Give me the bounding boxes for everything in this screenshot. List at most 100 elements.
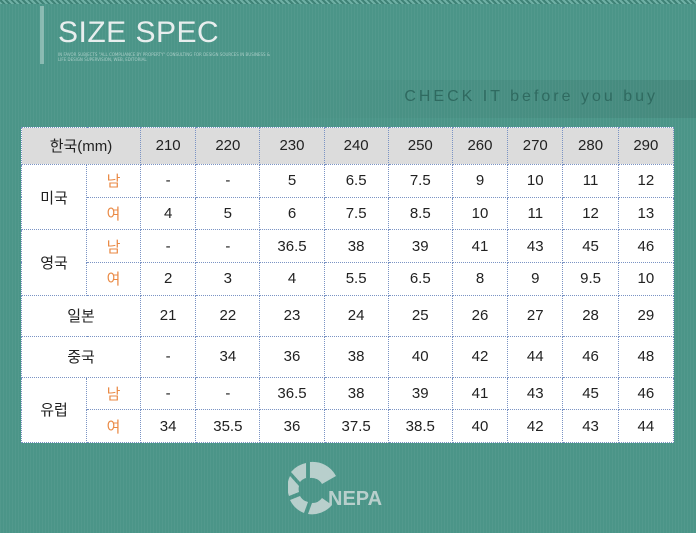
size-cell: 12 <box>562 196 619 231</box>
size-cell: 43 <box>562 409 619 443</box>
size-cell: 5 <box>259 163 325 198</box>
country-label: 영국 <box>21 229 87 296</box>
size-cell: 41 <box>451 229 509 263</box>
size-table: 한국(mm) 210 220 230 240 250 260 270 280 290 미국 남 - -5 6… <box>21 127 675 443</box>
title-accent-bar <box>40 6 44 64</box>
table-row: 중국 -34 36 38 40 42 44 46 48 <box>21 335 675 378</box>
size-cell: 44 <box>507 335 564 378</box>
female-label: 여 <box>86 409 141 443</box>
size-cell: 43 <box>507 376 564 411</box>
size-cell: 37.5 <box>323 409 389 443</box>
table-row: 미국 남 - -5 6.5 7.5 9 10 11 12 <box>21 163 675 231</box>
size-cell: 9 <box>507 261 564 296</box>
size-cell: 46 <box>617 376 675 411</box>
size-cell: 43 <box>507 229 564 263</box>
size-cell: 41 <box>451 376 509 411</box>
logo-text: NEPA <box>328 488 382 510</box>
size-cell: 4 <box>259 261 325 296</box>
size-cell: - <box>139 376 197 411</box>
size-cell: 40 <box>387 335 453 378</box>
size-cell: 42 <box>451 335 509 378</box>
tagline: CHECK IT before you buy <box>404 88 658 105</box>
header-row: 한국(mm) 210 220 230 240 250 260 270 280 290 <box>21 127 675 165</box>
size-cell: 23 <box>259 294 325 337</box>
size-cell: 45 <box>562 229 619 263</box>
size-cell: 38.5 <box>387 409 453 443</box>
male-label: 남 <box>86 376 141 411</box>
size-cell: 40 <box>451 409 509 443</box>
size-cell: - <box>139 163 197 198</box>
size-cell: - <box>195 163 261 198</box>
size-cell: 42 <box>507 409 564 443</box>
size-cell: 4 <box>139 196 197 231</box>
size-cell: 25 <box>387 294 453 337</box>
size-cell: 24 <box>323 294 389 337</box>
size-cell: 2 <box>139 261 197 296</box>
size-cell: 21 <box>139 294 197 337</box>
size-cell: 36.5 <box>259 376 325 411</box>
size-header: 260 <box>451 127 509 165</box>
size-cell: 34 <box>195 335 261 378</box>
table-row: 영국 남 - -36.5 38 39 41 43 45 46 <box>21 229 675 296</box>
size-header: 270 <box>507 127 564 165</box>
size-cell: 27 <box>507 294 564 337</box>
table-row: 일본 21 22 23 24 25 26 27 28 29 <box>21 294 675 337</box>
size-cell: 46 <box>562 335 619 378</box>
size-cell: 48 <box>617 335 675 378</box>
size-header: 230 <box>259 127 325 165</box>
size-cell: 9.5 <box>562 261 619 296</box>
table-row: 유럽 남 - -36.5 38 39 41 43 45 46 <box>21 376 675 443</box>
size-cell: 39 <box>387 376 453 411</box>
size-header: 280 <box>562 127 619 165</box>
top-stripe <box>0 0 696 4</box>
female-label: 여 <box>86 196 141 231</box>
size-cell: 44 <box>617 409 675 443</box>
nepa-logo: NEPA <box>287 458 398 522</box>
size-cell: 28 <box>562 294 619 337</box>
size-cell: 46 <box>617 229 675 263</box>
size-cell: 10 <box>617 261 675 296</box>
size-cell: 6.5 <box>323 163 389 198</box>
size-cell: 38 <box>323 376 389 411</box>
size-cell: 7.5 <box>323 196 389 231</box>
size-header: 240 <box>323 127 389 165</box>
size-cell: 36.5 <box>259 229 325 263</box>
size-cell: 8 <box>451 261 509 296</box>
male-label: 남 <box>86 229 141 263</box>
size-cell: 34 <box>139 409 197 443</box>
size-cell: 8.5 <box>387 196 453 231</box>
size-cell: - <box>139 335 197 378</box>
size-cell: 7.5 <box>387 163 453 198</box>
size-header: 220 <box>195 127 261 165</box>
country-label: 중국 <box>21 335 141 378</box>
size-cell: 38 <box>323 229 389 263</box>
table-row: 여 4 5 6 7.5 8.5 10 11 12 13 <box>22 196 675 231</box>
size-cell: 10 <box>507 163 564 198</box>
size-cell: 36 <box>259 335 325 378</box>
size-cell: 22 <box>195 294 261 337</box>
page-subtitle: IN FAVOR SUBJECTS "ALL COMPLIANCE BY PRO… <box>58 52 270 62</box>
size-header: 250 <box>387 127 453 165</box>
size-cell: 11 <box>507 196 564 231</box>
size-cell: 39 <box>387 229 453 263</box>
size-cell: 10 <box>451 196 509 231</box>
header-label: 한국(mm) <box>21 127 141 165</box>
size-cell: 38 <box>323 335 389 378</box>
size-cell: - <box>195 376 261 411</box>
size-cell: 6.5 <box>387 261 453 296</box>
table-row: 여 34 35.5 36 37.5 38.5 40 42 43 44 <box>22 409 675 443</box>
country-label: 유럽 <box>21 376 87 443</box>
size-cell: 12 <box>617 163 675 198</box>
country-label: 일본 <box>21 294 141 337</box>
size-cell: 35.5 <box>195 409 261 443</box>
size-cell: 6 <box>259 196 325 231</box>
size-cell: 3 <box>195 261 261 296</box>
size-cell: 11 <box>562 163 619 198</box>
country-label: 미국 <box>21 163 87 231</box>
size-cell: 5.5 <box>323 261 389 296</box>
size-header: 290 <box>617 127 675 165</box>
size-cell: 45 <box>562 376 619 411</box>
size-cell: 29 <box>617 294 675 337</box>
page-title: SIZE SPEC <box>58 16 220 49</box>
tagline-band <box>250 80 696 118</box>
